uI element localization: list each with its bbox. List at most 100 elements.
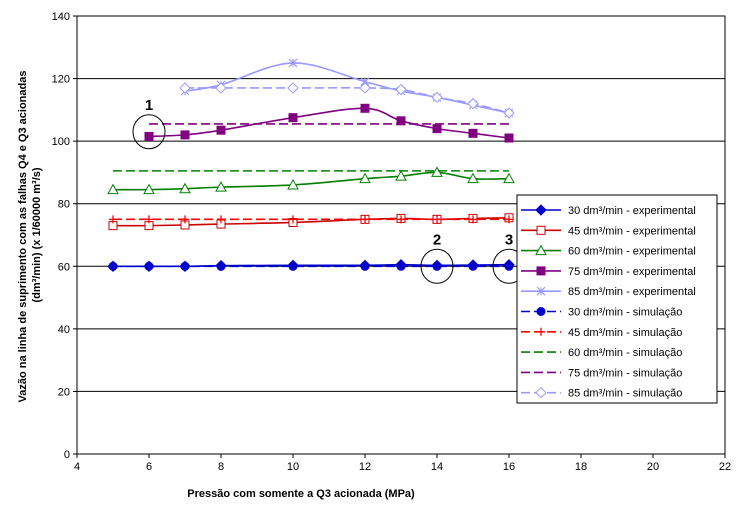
data-point [144, 261, 154, 271]
x-tick-label: 22 [719, 461, 731, 473]
legend-swatch-marker [536, 307, 546, 316]
legend-item: 45 dm³/min - experimental [521, 225, 696, 237]
legend-item: 60 dm³/min - experimental [521, 244, 696, 258]
data-point [143, 183, 155, 195]
data-point [215, 82, 227, 94]
data-point [431, 91, 443, 104]
legend-item: 85 dm³/min - simulação [521, 386, 682, 400]
legend-item: 85 dm³/min - experimental [521, 286, 696, 298]
data-point [108, 261, 118, 271]
x-tick-label: 12 [359, 461, 371, 473]
series-lines [107, 58, 515, 272]
data-point [288, 113, 298, 123]
series-4 [144, 103, 514, 143]
data-point [504, 261, 514, 271]
data-point [144, 131, 154, 141]
data-point [432, 261, 442, 271]
legend-item: 30 dm³/min - experimental [521, 204, 696, 217]
annotation-circle [420, 248, 454, 284]
data-point [216, 261, 226, 271]
legend-item: 75 dm³/min - simulação [521, 367, 682, 379]
data-point [359, 82, 371, 94]
annotation-label: 1 [145, 97, 153, 114]
y-tick-label: 60 [58, 261, 70, 273]
x-tick-label: 8 [218, 461, 224, 473]
data-point [433, 215, 441, 224]
y-tick-label: 0 [64, 449, 70, 461]
data-point [503, 172, 515, 184]
data-point [145, 215, 153, 224]
legend-swatch-marker [537, 327, 545, 336]
x-tick-label: 20 [647, 461, 659, 473]
data-point [395, 83, 407, 96]
data-point [504, 133, 514, 143]
legend-swatch-marker [536, 225, 546, 235]
series-line [112, 171, 510, 191]
data-point [395, 170, 407, 181]
data-point [467, 97, 479, 110]
data-point [216, 125, 226, 135]
data-point [287, 82, 299, 94]
legend: 30 dm³/min - experimental 45 dm³/min - ex… [516, 194, 718, 404]
plot-area-border [76, 15, 726, 455]
legend-swatch-marker [536, 266, 546, 276]
legend-label: 60 dm³/min - experimental [568, 246, 696, 258]
y-tick-label: 120 [52, 74, 70, 86]
data-point [397, 215, 405, 224]
data-point [360, 103, 370, 113]
y-tick-label: 80 [58, 199, 70, 211]
annotations: 1 2 3 [132, 97, 526, 284]
x-tick-label: 10 [287, 461, 299, 473]
data-point [180, 130, 190, 140]
data-point [503, 107, 515, 119]
y-tick-label: 100 [52, 136, 70, 148]
legend-label: 30 dm³/min - simulação [568, 307, 682, 319]
legend-label: 85 dm³/min - simulação [568, 388, 682, 400]
legend-swatch-marker [535, 386, 547, 399]
x-tick-label: 4 [74, 461, 80, 473]
legend-item: 60 dm³/min - simulação [521, 347, 682, 359]
legend-label: 30 dm³/min - experimental [568, 205, 696, 217]
x-tick-labels: 4 6 8 10 12 14 16 18 20 22 [74, 454, 731, 473]
data-point [215, 181, 227, 192]
data-point [180, 261, 190, 271]
series-6 [108, 261, 514, 271]
data-point [217, 215, 225, 224]
legend-label: 60 dm³/min - simulação [568, 347, 682, 359]
series-10 [179, 82, 515, 119]
legend-label: 45 dm³/min - simulação [568, 327, 682, 339]
legend-item: 45 dm³/min - simulação [521, 327, 682, 339]
data-point [289, 215, 297, 224]
data-point [469, 215, 477, 224]
x-tick-label: 14 [431, 461, 443, 473]
annotation-label: 2 [433, 231, 441, 248]
data-point [361, 215, 369, 224]
legend-label: 45 dm³/min - experimental [568, 225, 696, 237]
series-3 [107, 166, 515, 195]
legend-label: 75 dm³/min - simulação [568, 367, 682, 379]
x-axis-title: Pressão com somente a Q3 acionada (MPa) [187, 488, 415, 500]
y-axis-title-line-2: (dm³/min) (x 1/60000 m³/s) [31, 167, 43, 302]
y-tick-label: 20 [58, 386, 70, 398]
legend-label: 75 dm³/min - experimental [568, 266, 696, 278]
data-point [109, 215, 117, 224]
data-point [431, 166, 443, 177]
data-point [432, 124, 442, 134]
data-point [288, 58, 298, 68]
y-tick-labels: 0 20 40 60 80 100 120 140 [52, 11, 77, 461]
legend-swatch-marker [536, 286, 546, 296]
y-tick-label: 40 [58, 324, 70, 336]
x-tick-label: 6 [146, 461, 152, 473]
x-tick-label: 18 [575, 461, 587, 473]
data-point [468, 261, 478, 271]
series-7 [109, 215, 513, 224]
series-2 [108, 213, 514, 231]
data-point [107, 183, 119, 195]
legend-item: 75 dm³/min - experimental [521, 266, 696, 278]
legend-label: 85 dm³/min - experimental [568, 286, 696, 298]
legend-item: 30 dm³/min - simulação [521, 307, 682, 319]
x-tick-label: 16 [503, 461, 515, 473]
data-point [179, 182, 191, 194]
data-point [287, 178, 299, 190]
